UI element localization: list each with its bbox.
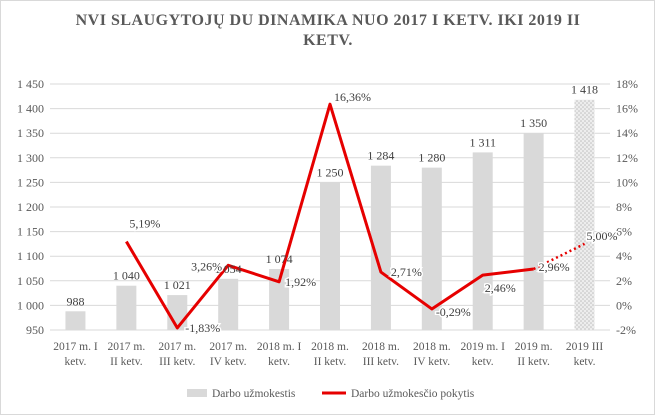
- bar-value-label: 1 021: [164, 278, 191, 292]
- line-value-label: 5,19%: [129, 217, 160, 231]
- line-value-label: 2,96%: [539, 260, 570, 274]
- right-axis-tick-label: 0%: [616, 298, 632, 312]
- right-axis-tick-label: 12%: [616, 151, 638, 165]
- bar: [218, 278, 239, 330]
- left-axis-tick-label: 1 000: [17, 298, 44, 312]
- category-label: 2019 m. II ketv.: [515, 341, 553, 368]
- legend-label-bar: Darbo užmokestis: [212, 388, 296, 400]
- bar: [320, 182, 340, 330]
- bar: [574, 99, 595, 330]
- right-axis-tick-label: 10%: [616, 175, 638, 189]
- bar-value-label: 1 284: [367, 149, 394, 163]
- line-series-path: [125, 102, 534, 330]
- bar: [370, 165, 391, 330]
- left-axis-tick-label: 1 150: [17, 225, 44, 239]
- right-axis-tick-label: 14%: [616, 126, 638, 140]
- right-axis-tick-label: 4%: [616, 249, 632, 263]
- line-value-label: -1,83%: [185, 321, 220, 335]
- line-value-label: 2,71%: [391, 265, 422, 279]
- legend: Darbo užmokestis Darbo užmokesčio pokytis: [187, 388, 475, 400]
- bar-series: [65, 99, 595, 330]
- bar-value-label: 1 040: [113, 269, 140, 283]
- right-axis-tick-label: 18%: [616, 77, 638, 91]
- left-axis-tick-label: 1 350: [17, 126, 44, 140]
- bar-value-label: 988: [66, 294, 84, 308]
- category-label: 2017 m. IV ketv.: [209, 341, 247, 368]
- left-axis-tick-label: 1 400: [17, 102, 44, 116]
- bar: [116, 285, 137, 330]
- line-series: [125, 102, 586, 330]
- line-value-label: 16,36%: [334, 90, 371, 104]
- category-label: 2018 m. IV ketv.: [413, 341, 451, 368]
- bar-value-label: 1 311: [469, 135, 496, 149]
- legend-swatch-bar: [187, 389, 207, 397]
- right-axis-tick-label: 2%: [616, 274, 632, 288]
- category-label: 2018 m. III ketv.: [362, 341, 400, 368]
- bar: [421, 167, 442, 330]
- category-label: 2017 m. II ketv.: [108, 341, 146, 368]
- left-axis-tick-label: 1 100: [17, 249, 44, 263]
- bar-value-label: 1 280: [418, 151, 445, 165]
- bar-value-label: 1 418: [571, 83, 598, 97]
- chart-title-line: KETV.: [303, 32, 353, 49]
- line-value-label: 2,46%: [485, 281, 516, 295]
- left-axis-tick-label: 1 450: [17, 77, 44, 91]
- category-label: 2019 III ketv.: [566, 341, 604, 368]
- left-axis-tick-label: 950: [26, 323, 44, 337]
- legend-label-line: Darbo užmokesčio pokytis: [351, 388, 475, 400]
- bar-value-label: 1 054: [215, 262, 242, 276]
- right-axis-tick-label: 8%: [616, 200, 632, 214]
- line-value-label: 5,00%: [587, 229, 618, 243]
- bar-value-label: 1 074: [266, 252, 293, 266]
- chart-title: NVI SLAUGYTOJŲ DU DINAMIKA NUO 2017 I KE…: [76, 12, 581, 49]
- left-axis-tick-label: 1 250: [17, 175, 44, 189]
- right-axis-tick-label: -2%: [616, 323, 636, 337]
- bar: [269, 268, 290, 330]
- line-value-label: 3,26%: [191, 259, 222, 273]
- line-value-label: 1,92%: [285, 275, 316, 289]
- bar: [472, 152, 493, 330]
- left-axis-tick-label: 1 200: [17, 200, 44, 214]
- left-axis-tick-label: 1 300: [17, 151, 44, 165]
- data-labels: 988 1 040 1 021 1 054 1 074 1 250 1 284 1 280 1 …: [66, 83, 619, 337]
- category-label: 2017 m. III ketv.: [158, 341, 196, 368]
- left-axis-tick-label: 1 050: [17, 274, 44, 288]
- bar-value-label: 1 250: [317, 165, 344, 179]
- line-value-label: -0,29%: [436, 305, 471, 319]
- bar-value-label: 1 350: [520, 116, 547, 130]
- chart-title-line: NVI SLAUGYTOJŲ DU DINAMIKA NUO 2017 I KE…: [76, 12, 581, 29]
- right-axis-tick-label: 16%: [616, 102, 638, 116]
- right-axis-tick-label: 6%: [616, 225, 632, 239]
- bar: [523, 133, 544, 330]
- bar: [65, 311, 86, 330]
- bar: [167, 295, 188, 330]
- axis-ticks: 950 1 000 1 050 1 100 1 150 1 200 1 250 1 300 1 …: [17, 77, 638, 337]
- category-label: 2018 m. II ketv.: [311, 341, 349, 368]
